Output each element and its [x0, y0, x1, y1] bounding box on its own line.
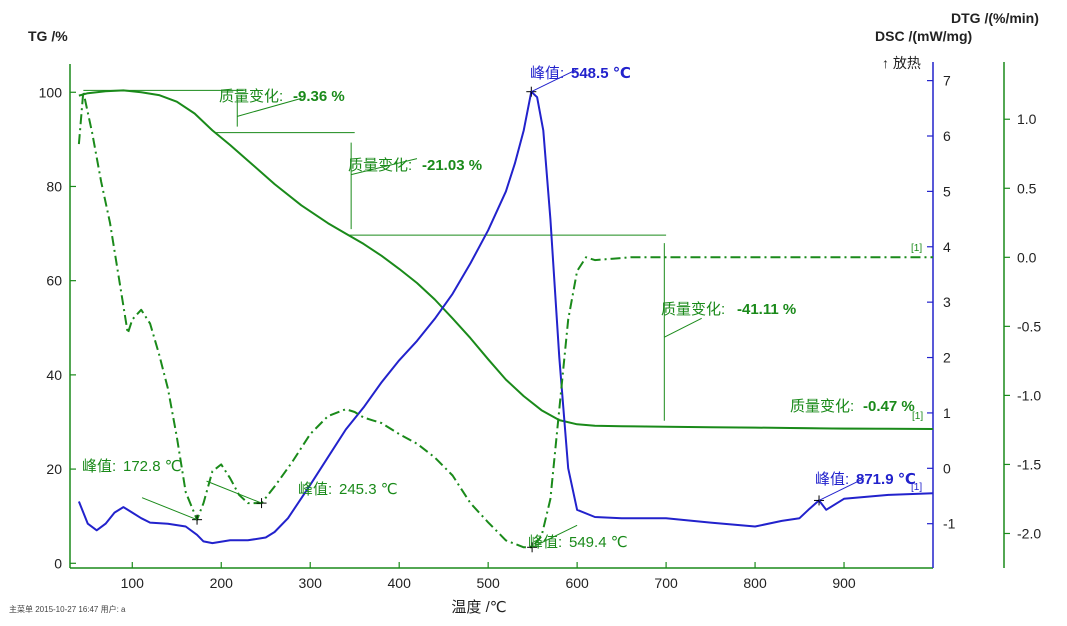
peak-label-dsc-2: 峰值:: [815, 471, 849, 488]
tg-change-label-1: 质量变化:: [219, 88, 283, 105]
footer-text: 主菜单 2015-10-27 16:47 用户: a: [9, 604, 126, 614]
peak-label-dtg-2: 峰值:: [298, 481, 332, 498]
x-tick-label: 100: [121, 575, 145, 591]
peak-value-dsc-1: 548.5 ℃: [571, 65, 631, 82]
dtg-tick-label: -2.0: [1017, 525, 1041, 541]
tg-end-marker: [1]: [912, 411, 923, 422]
exo-direction-label: ↑ 放热: [882, 55, 921, 71]
tg-curve: [78, 89, 934, 430]
tg-tick-label: 80: [46, 178, 62, 194]
dsc-axis-title: DSC /(mW/mg): [875, 28, 972, 44]
leader-line: [237, 97, 302, 117]
tg-tick-label: 0: [54, 555, 62, 571]
dtg-tick-label: 1.0: [1017, 111, 1037, 127]
leader-line: [351, 158, 418, 176]
dtg-tick-label: -1.0: [1017, 387, 1041, 403]
tg-change-value-3: -41.11 %: [737, 301, 796, 318]
tg-tick-label: 20: [46, 461, 62, 477]
peak-label-dsc-1: 峰值:: [530, 65, 564, 82]
peak-leader-line: [531, 524, 578, 548]
peak-value-dtg-3: 549.4 ℃: [569, 534, 628, 551]
x-tick-label: 500: [476, 575, 500, 591]
tick-group: 100 200 300 400 500 600 700 800 900020406080100-…: [39, 73, 1042, 591]
dsc-curve: [77, 90, 934, 545]
dtg-tick-label: 0.5: [1017, 180, 1037, 196]
dtg-curve: [77, 90, 933, 549]
dsc-tick-label: 4: [943, 239, 951, 255]
mass-change-guides: [83, 89, 934, 430]
peak-label-dtg-3: 峰值:: [528, 534, 562, 551]
dsc-tick-label: -1: [943, 516, 956, 532]
peak-leader-line: [818, 477, 865, 501]
curve-group: [77, 69, 934, 553]
tg-change-label-2: 质量变化:: [348, 157, 412, 174]
x-tick-label: 600: [565, 575, 589, 591]
x-tick-label: 400: [388, 575, 412, 591]
tg-axis-title: TG /%: [28, 28, 68, 44]
tg-change-label-4: 质量变化:: [790, 398, 854, 415]
leader-line: [664, 317, 702, 338]
dsc-tick-label: 7: [943, 73, 951, 89]
tg-change-label-3: 质量变化:: [661, 301, 725, 318]
x-axis-title: 温度 /℃: [451, 599, 506, 616]
dtg-tick-label: -1.5: [1017, 456, 1041, 472]
peak-leader-line: [141, 497, 198, 521]
x-tick-label: 900: [832, 575, 856, 591]
dsc-tick-label: 1: [943, 405, 951, 421]
dtg-tick-label: 0.0: [1017, 249, 1037, 265]
dsc-tick-label: 3: [943, 294, 951, 310]
dsc-tick-label: 0: [943, 460, 951, 476]
tg-tick-label: 60: [46, 273, 62, 289]
dtg-end-marker: [1]: [911, 243, 922, 254]
x-tick-label: 700: [654, 575, 678, 591]
x-tick-label: 300: [299, 575, 323, 591]
x-tick-label: 800: [743, 575, 767, 591]
dtg-axis-title: DTG /(%/min): [951, 10, 1039, 26]
dsc-tick-label: 5: [943, 183, 951, 199]
peak-leader-line: [531, 69, 577, 93]
tg-change-value-2: -21.03 %: [422, 157, 482, 174]
dtg-tick-label: -0.5: [1017, 318, 1041, 334]
tg-tick-label: 40: [46, 367, 62, 383]
peak-value-dsc-2: 871.9 ℃: [856, 471, 916, 488]
peak-value-dtg-2: 245.3 ℃: [339, 481, 398, 498]
peak-label-dtg-1: 峰值:: [82, 458, 116, 475]
dsc-end-marker: [1]: [911, 482, 922, 493]
x-tick-label: 200: [210, 575, 234, 591]
tg-tick-label: 100: [39, 84, 63, 100]
peak-value-dtg-1: 172.8 ℃: [123, 458, 182, 475]
dsc-tick-label: 6: [943, 128, 951, 144]
tg-change-value-4: -0.47 %: [863, 398, 915, 415]
peak-leader-line: [206, 480, 262, 504]
tg-change-value-1: -9.36 %: [293, 88, 345, 105]
dsc-tick-label: 2: [943, 350, 951, 366]
